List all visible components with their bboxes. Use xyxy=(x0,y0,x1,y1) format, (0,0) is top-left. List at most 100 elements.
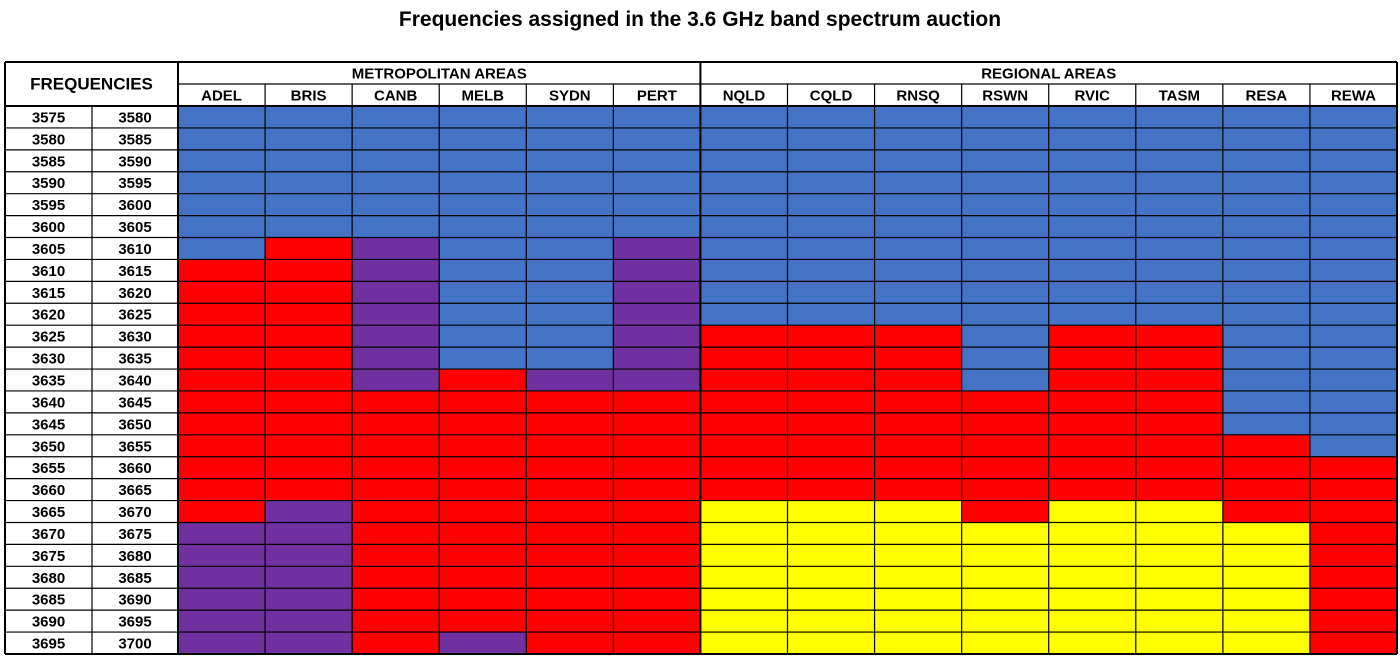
cell-nqld-3575 xyxy=(700,106,788,128)
cell-pert-3580 xyxy=(613,127,701,150)
cell-rnsq-3640 xyxy=(874,390,962,413)
cell-resa-3590 xyxy=(1222,171,1310,194)
freq-from-3670: 3670 xyxy=(32,526,65,543)
cell-melb-3680 xyxy=(439,566,527,589)
cell-rvic-3655 xyxy=(1048,456,1136,479)
cell-melb-3585 xyxy=(439,149,527,172)
cell-rswn-3610 xyxy=(961,259,1049,282)
cell-resa-3610 xyxy=(1222,259,1310,282)
cell-rewa-3640 xyxy=(1309,390,1397,413)
freq-to-3670: 3670 xyxy=(118,504,151,521)
cell-sydn-3630 xyxy=(526,347,614,370)
cell-canb-3685 xyxy=(352,588,440,611)
freq-from-3685: 3685 xyxy=(32,592,65,609)
cell-rnsq-3625 xyxy=(874,325,962,348)
cell-sydn-3595 xyxy=(526,193,614,216)
cell-pert-3645 xyxy=(613,412,701,435)
cell-nqld-3590 xyxy=(700,171,788,194)
cell-nqld-3665 xyxy=(700,500,788,523)
cell-resa-3645 xyxy=(1222,412,1310,435)
cell-nqld-3655 xyxy=(700,456,788,479)
cell-bris-3660 xyxy=(265,478,353,501)
cell-melb-3690 xyxy=(439,610,527,633)
cell-rswn-3635 xyxy=(961,369,1049,391)
cell-adel-3635 xyxy=(178,369,266,391)
cell-tasm-3655 xyxy=(1135,456,1223,479)
cell-rnsq-3595 xyxy=(874,193,962,216)
cell-bris-3645 xyxy=(265,412,353,435)
freq-from-3595: 3595 xyxy=(32,197,65,214)
cell-rewa-3685 xyxy=(1309,588,1397,611)
cell-melb-3685 xyxy=(439,588,527,611)
cell-sydn-3680 xyxy=(526,566,614,589)
cell-rewa-3680 xyxy=(1309,566,1397,589)
cell-tasm-3635 xyxy=(1135,369,1223,391)
cell-rvic-3690 xyxy=(1048,610,1136,633)
cell-rvic-3625 xyxy=(1048,325,1136,348)
cell-rewa-3620 xyxy=(1309,303,1397,326)
cell-canb-3670 xyxy=(352,522,440,545)
cell-bris-3630 xyxy=(265,347,353,370)
freq-to-3615: 3615 xyxy=(118,263,151,280)
cell-melb-3650 xyxy=(439,434,527,457)
cell-adel-3655 xyxy=(178,456,266,479)
cell-bris-3615 xyxy=(265,281,353,304)
cell-bris-3610 xyxy=(265,259,353,282)
column-header-resa: RESA xyxy=(1246,88,1288,105)
cell-bris-3620 xyxy=(265,303,353,326)
cell-rvic-3605 xyxy=(1048,237,1136,260)
cell-tasm-3610 xyxy=(1135,259,1223,282)
cell-sydn-3685 xyxy=(526,588,614,611)
cell-rvic-3670 xyxy=(1048,522,1136,545)
cell-nqld-3600 xyxy=(700,215,788,238)
cell-melb-3655 xyxy=(439,456,527,479)
cell-sydn-3605 xyxy=(526,237,614,260)
cell-resa-3650 xyxy=(1222,434,1310,457)
cell-rswn-3625 xyxy=(961,325,1049,348)
cell-tasm-3670 xyxy=(1135,522,1223,545)
freq-to-3580: 3580 xyxy=(118,109,151,126)
cell-canb-3600 xyxy=(352,215,440,238)
cell-pert-3685 xyxy=(613,588,701,611)
freq-to-3650: 3650 xyxy=(118,416,151,433)
column-header-tasm: TASM xyxy=(1159,88,1200,105)
cell-nqld-3620 xyxy=(700,303,788,326)
cell-cqld-3590 xyxy=(787,171,875,194)
column-header-rewa: REWA xyxy=(1331,88,1376,105)
cell-melb-3580 xyxy=(439,127,527,150)
cell-rnsq-3650 xyxy=(874,434,962,457)
cell-rvic-3680 xyxy=(1048,566,1136,589)
cell-rswn-3580 xyxy=(961,127,1049,150)
cell-rnsq-3635 xyxy=(874,369,962,391)
cell-canb-3595 xyxy=(352,193,440,216)
freq-from-3690: 3690 xyxy=(32,614,65,631)
cell-rewa-3670 xyxy=(1309,522,1397,545)
cell-cqld-3575 xyxy=(787,106,875,128)
cell-canb-3690 xyxy=(352,610,440,633)
cell-rswn-3650 xyxy=(961,434,1049,457)
cell-rswn-3690 xyxy=(961,610,1049,633)
cell-canb-3575 xyxy=(352,106,440,128)
cell-rvic-3640 xyxy=(1048,390,1136,413)
cell-rnsq-3585 xyxy=(874,149,962,172)
cell-cqld-3610 xyxy=(787,259,875,282)
cell-rvic-3695 xyxy=(1048,632,1136,654)
cell-nqld-3615 xyxy=(700,281,788,304)
freq-from-3645: 3645 xyxy=(32,416,65,433)
group-header-0: METROPOLITAN AREAS xyxy=(352,66,527,83)
cell-rnsq-3685 xyxy=(874,588,962,611)
cell-bris-3680 xyxy=(265,566,353,589)
cell-tasm-3620 xyxy=(1135,303,1223,326)
cell-pert-3665 xyxy=(613,500,701,523)
freq-to-3665: 3665 xyxy=(118,482,151,499)
cell-sydn-3690 xyxy=(526,610,614,633)
cell-rvic-3590 xyxy=(1048,171,1136,194)
cell-bris-3605 xyxy=(265,237,353,260)
cell-melb-3575 xyxy=(439,106,527,128)
freq-to-3595: 3595 xyxy=(118,175,151,192)
cell-adel-3590 xyxy=(178,171,266,194)
cell-rewa-3610 xyxy=(1309,259,1397,282)
column-header-rnsq: RNSQ xyxy=(896,88,940,105)
cell-canb-3590 xyxy=(352,171,440,194)
